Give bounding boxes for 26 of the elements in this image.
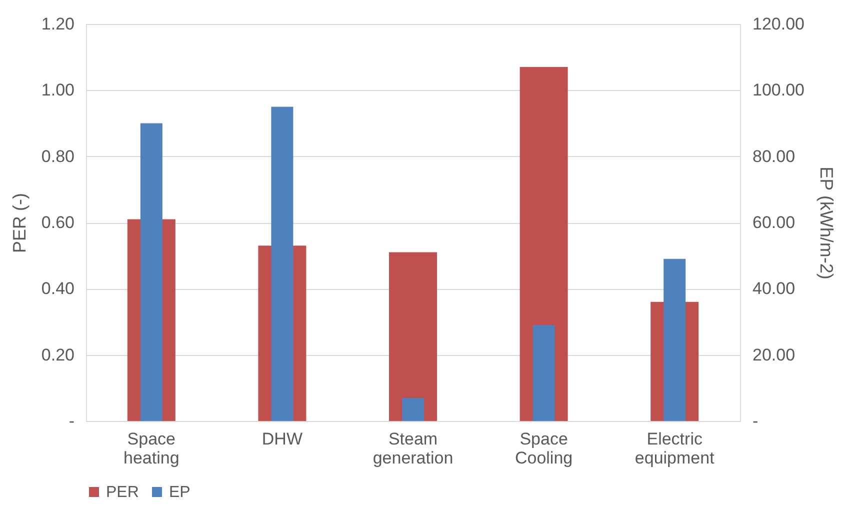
y-tick-label: 0.80	[41, 146, 74, 166]
bar	[532, 325, 555, 421]
y2-tick-label: 80.00	[752, 146, 796, 166]
y2-tick-label: -	[752, 412, 758, 430]
legend-label: EP	[169, 484, 190, 501]
bar	[389, 252, 437, 421]
y2-tick-label: 100.00	[752, 80, 804, 100]
y-tick-label: 1.20	[41, 14, 74, 34]
x-tick-label: DHW	[262, 430, 303, 448]
y2-tick-label: 20.00	[752, 345, 796, 364]
x-tick-label: Space heating	[124, 430, 180, 468]
y-tick-label: 0.60	[41, 213, 74, 232]
x-tick-label: Steam generation	[372, 430, 454, 468]
legend-label: PER	[106, 484, 139, 501]
x-tick-label: Electric equipment	[634, 430, 715, 468]
y-tick-label: 1.00	[41, 80, 74, 100]
y2-tick-label: 60.00	[752, 213, 796, 232]
y2-axis-title: EP (kWh/m-2)	[816, 166, 836, 280]
y-tick-label: 0.40	[41, 279, 74, 298]
y-tick-label: -	[68, 412, 74, 430]
y-tick-label: 0.20	[41, 345, 74, 364]
y2-tick-label: 120.00	[752, 14, 804, 34]
y2-tick-label: 40.00	[752, 279, 796, 298]
bar	[402, 398, 424, 421]
x-tick-label: Space Cooling	[514, 430, 573, 468]
y-axis-title: PER (-)	[9, 193, 30, 253]
